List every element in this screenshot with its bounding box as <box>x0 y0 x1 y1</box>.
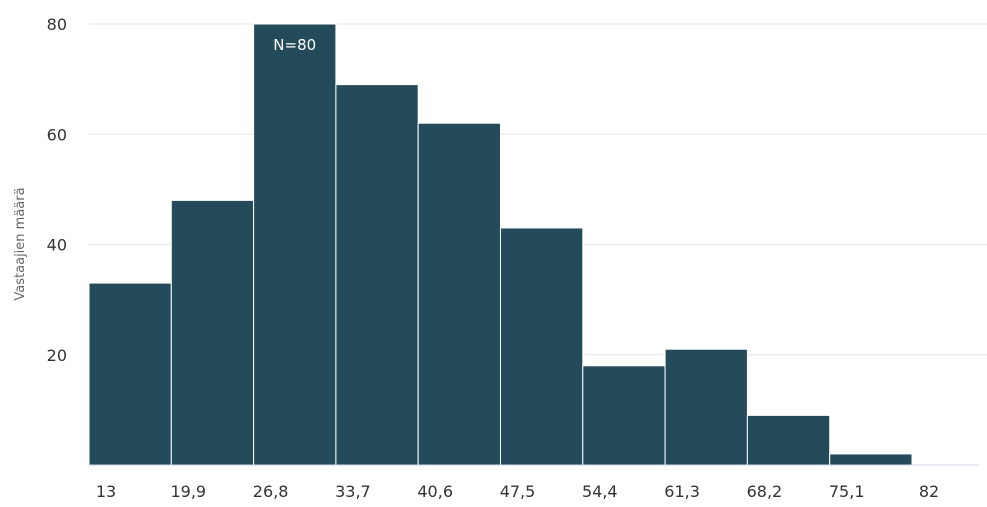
y-axis-ticks: 20 40 60 80 <box>47 15 67 365</box>
x-tick-label: 54,4 <box>582 482 618 501</box>
histogram-bar <box>500 227 584 466</box>
x-tick-label: 68,2 <box>747 482 783 501</box>
histogram-bar <box>253 23 337 466</box>
histogram-bar <box>170 199 255 466</box>
y-axis-title: Vastaajien määrä <box>13 187 28 300</box>
x-tick-label: 19,9 <box>170 482 206 501</box>
x-tick-label: 82 <box>919 482 939 501</box>
x-tick-label: 40,6 <box>417 482 453 501</box>
data-labels: N=80 <box>273 36 316 54</box>
histogram-bar <box>829 453 913 466</box>
x-tick-label: 47,5 <box>500 482 536 501</box>
x-tick-label: 61,3 <box>664 482 700 501</box>
histogram-bar <box>746 414 831 466</box>
x-tick-label: 26,8 <box>253 482 289 501</box>
x-tick-label: 33,7 <box>335 482 371 501</box>
x-tick-label: 75,1 <box>829 482 865 501</box>
x-tick-label: 13 <box>96 482 116 501</box>
histogram-bar <box>664 348 748 466</box>
histogram-bar <box>417 122 502 466</box>
bars <box>88 23 913 466</box>
x-axis-ticks: 13 19,9 26,8 33,7 40,6 47,5 54,4 61,3 68,2 75,1 82 <box>96 482 939 501</box>
y-tick-label: 80 <box>47 15 67 34</box>
histogram-bar <box>335 84 419 466</box>
y-tick-label: 20 <box>47 346 67 365</box>
histogram-bar <box>582 365 666 466</box>
y-tick-label: 60 <box>47 125 67 144</box>
histogram-bar <box>88 282 172 466</box>
y-tick-label: 40 <box>47 236 67 255</box>
data-label: N=80 <box>273 36 316 54</box>
